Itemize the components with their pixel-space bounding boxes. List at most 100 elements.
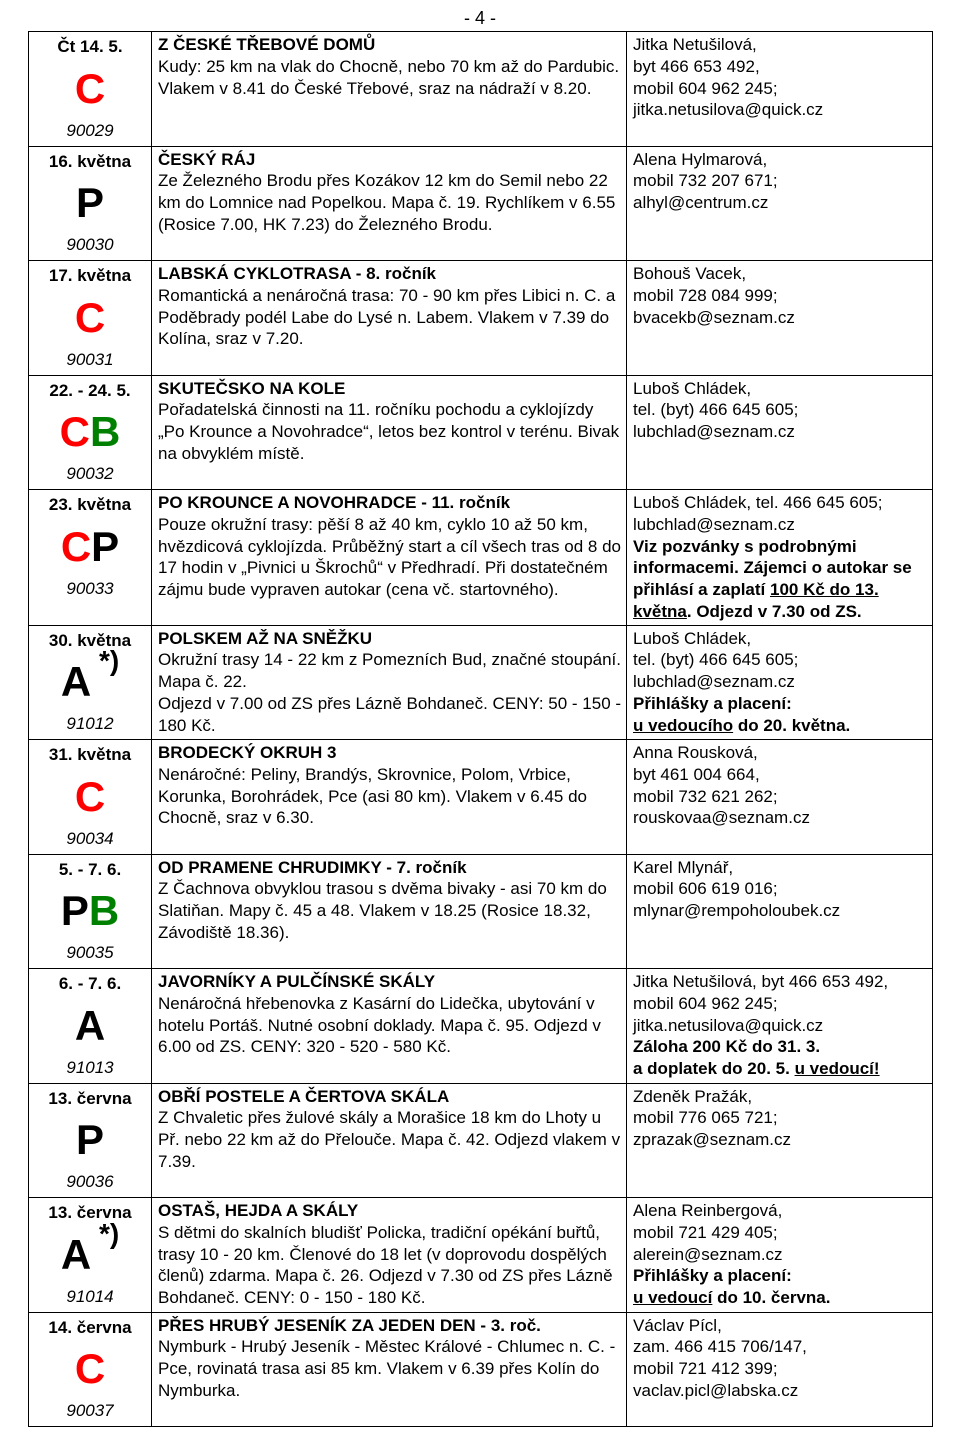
event-id: 90037 xyxy=(31,1400,149,1422)
code-letter: A xyxy=(75,1005,105,1047)
code-letter: B xyxy=(90,411,120,453)
event-title: Z ČESKÉ TŘEBOVÉ DOMŮ xyxy=(158,35,375,54)
code-letter: C xyxy=(60,411,90,453)
date-code-cell: 22. - 24. 5.C B90032 xyxy=(29,375,152,490)
event-title: OBŘÍ POSTELE A ČERTOVA SKÁLA xyxy=(158,1087,449,1106)
event-date: 5. - 7. 6. xyxy=(31,859,149,881)
contact-cell: Luboš Chládek, tel. 466 645 605;lubchlad… xyxy=(627,490,933,626)
code-letter: C xyxy=(75,68,105,110)
event-row: 6. - 7. 6.A91013JAVORNÍKY A PULČÍNSKÉ SK… xyxy=(29,969,933,1084)
event-title: JAVORNÍKY A PULČÍNSKÉ SKÁLY xyxy=(158,972,435,991)
code-line: C B xyxy=(31,411,149,453)
description-cell: BRODECKÝ OKRUH 3Nenáročné: Peliny, Brand… xyxy=(152,740,627,855)
event-date: 16. května xyxy=(31,151,149,173)
event-id: 90034 xyxy=(31,828,149,850)
contact-cell: Bohouš Vacek,mobil 728 084 999;bvacekb@s… xyxy=(627,261,933,376)
contact-info: Anna Rousková,byt 461 004 664,mobil 732 … xyxy=(633,743,810,827)
event-id: 90035 xyxy=(31,942,149,964)
description-cell: PO KROUNCE A NOVOHRADCE - 11. ročník Pouz… xyxy=(152,490,627,626)
event-date: 14. června xyxy=(31,1317,149,1339)
event-row: 13. června A *) 91014 OSTAŠ, HEJDA A SKÁLY S… xyxy=(29,1198,933,1313)
event-title: LABSKÁ CYKLOTRASA - 8. ročník xyxy=(158,264,436,283)
event-date: 23. května xyxy=(31,494,149,516)
contact-cell: Alena Hylmarová,mobil 732 207 671;alhyl@… xyxy=(627,146,933,261)
description-cell: SKUTEČSKO NA KOLEPořadatelská činnosti n… xyxy=(152,375,627,490)
contact-cell: Jitka Netušilová, byt 466 653 492, mobil… xyxy=(627,969,933,1084)
event-row: 16. května P 90030 ČESKÝ RÁJ Ze Železného Br… xyxy=(29,146,933,261)
event-description: Pořadatelská činnosti na 11. ročníku poc… xyxy=(158,400,619,463)
date-code-cell: 13. června A *) 91014 xyxy=(29,1198,152,1313)
code-line: C P xyxy=(31,526,149,568)
event-id: 91014 xyxy=(31,1286,149,1308)
date-code-cell: 6. - 7. 6.A91013 xyxy=(29,969,152,1084)
contact-info: Bohouš Vacek,mobil 728 084 999;bvacekb@s… xyxy=(633,264,795,327)
code-letter: C xyxy=(61,526,91,568)
description-cell: OBŘÍ POSTELE A ČERTOVA SKÁLAZ Chvaletic … xyxy=(152,1083,627,1198)
event-row: 23. květnaC P90033PO KROUNCE A NOVOHRADC… xyxy=(29,490,933,626)
code-line: C xyxy=(31,68,149,110)
code-letter: A xyxy=(61,1234,91,1276)
event-description: Nymburk - Hrubý Jeseník - Městec Králové… xyxy=(158,1337,615,1400)
date-code-cell: 13. červnaP90036 xyxy=(29,1083,152,1198)
date-code-cell: 31. května C 90034 xyxy=(29,740,152,855)
event-id: 90032 xyxy=(31,463,149,485)
code-letter: B xyxy=(89,890,119,932)
code-letter: C xyxy=(75,1348,105,1390)
description-cell: LABSKÁ CYKLOTRASA - 8. ročníkRomantická … xyxy=(152,261,627,376)
event-description: S dětmi do skalních bludišť Policka, tra… xyxy=(158,1223,613,1307)
event-row: 14. června C 90037 PŘES HRUBÝ JESENÍK ZA JE… xyxy=(29,1312,933,1427)
contact-cell: Jitka Netušilová,byt 466 653 492,mobil 6… xyxy=(627,32,933,147)
event-description: Kudy: 25 km na vlak do Chocně, nebo 70 k… xyxy=(158,57,619,98)
description-cell: ČESKÝ RÁJ Ze Železného Brodu přes Kozákov… xyxy=(152,146,627,261)
contact-info: Luboš Chládek, tel. 466 645 605;lubchlad… xyxy=(633,493,912,621)
event-title: ČESKÝ RÁJ xyxy=(158,150,255,169)
contact-info: Luboš Chládek,tel. (byt) 466 645 605;lub… xyxy=(633,379,798,442)
code-line: P xyxy=(31,182,149,224)
event-row: 5. - 7. 6.P B90035OD PRAMENE CHRUDIMKY -… xyxy=(29,854,933,969)
code-line: C xyxy=(31,776,149,818)
event-date: 30. května xyxy=(31,630,149,652)
event-id: 90031 xyxy=(31,349,149,371)
description-cell: PŘES HRUBÝ JESENÍK ZA JEDEN DEN - 3. roč… xyxy=(152,1312,627,1427)
contact-info: Václav Pícl,zam. 466 415 706/147,mobil 7… xyxy=(633,1316,807,1400)
event-date: 13. června xyxy=(31,1088,149,1110)
date-code-cell: 23. květnaC P90033 xyxy=(29,490,152,626)
event-description: Nenáročná hřebenovka z Kasární do Lidečk… xyxy=(158,994,601,1057)
event-title: OD PRAMENE CHRUDIMKY - 7. ročník xyxy=(158,858,467,877)
code-line: A *) xyxy=(31,661,149,703)
code-line: A xyxy=(31,1005,149,1047)
code-letter: A xyxy=(61,661,91,703)
event-id: 91012 xyxy=(31,713,149,735)
event-description: Pouze okružní trasy: pěší 8 až 40 km, cy… xyxy=(158,515,621,599)
event-row: Čt 14. 5.C90029Z ČESKÉ TŘEBOVÉ DOMŮKudy:… xyxy=(29,32,933,147)
contact-cell: Luboš Chládek,tel. (byt) 466 645 605;lub… xyxy=(627,375,933,490)
event-title: PO KROUNCE A NOVOHRADCE - 11. ročník xyxy=(158,493,510,512)
code-line: A *) xyxy=(31,1234,149,1276)
code-letter: P xyxy=(91,526,119,568)
description-cell: OD PRAMENE CHRUDIMKY - 7. ročník Z Čachno… xyxy=(152,854,627,969)
event-description: Z Čachnova obvyklou trasou s dvěma bivak… xyxy=(158,879,607,942)
description-cell: JAVORNÍKY A PULČÍNSKÉ SKÁLY Nenáročná hře… xyxy=(152,969,627,1084)
contact-info: Luboš Chládek,tel. (byt) 466 645 605;lub… xyxy=(633,629,850,735)
code-letter: C xyxy=(75,297,105,339)
event-title: OSTAŠ, HEJDA A SKÁLY xyxy=(158,1201,358,1220)
contact-info: Alena Hylmarová,mobil 732 207 671;alhyl@… xyxy=(633,150,778,213)
event-date: 31. května xyxy=(31,744,149,766)
event-id: 90029 xyxy=(31,120,149,142)
code-letter: P xyxy=(61,890,89,932)
events-table: Čt 14. 5.C90029Z ČESKÉ TŘEBOVÉ DOMŮKudy:… xyxy=(28,31,933,1427)
event-row: 17. květnaC90031LABSKÁ CYKLOTRASA - 8. r… xyxy=(29,261,933,376)
code-line: C xyxy=(31,297,149,339)
event-id: 91013 xyxy=(31,1057,149,1079)
event-title: PŘES HRUBÝ JESENÍK ZA JEDEN DEN - 3. roč… xyxy=(158,1316,541,1335)
code-line: P xyxy=(31,1119,149,1161)
date-code-cell: 17. květnaC90031 xyxy=(29,261,152,376)
event-description: Ze Železného Brodu přes Kozákov 12 km do… xyxy=(158,171,615,234)
date-code-cell: Čt 14. 5.C90029 xyxy=(29,32,152,147)
contact-info: Alena Reinbergová,mobil 721 429 405;aler… xyxy=(633,1201,830,1307)
event-date: 13. června xyxy=(31,1202,149,1224)
description-cell: POLSKEM AŽ NA SNĚŽKUOkružní trasy 14 - 2… xyxy=(152,625,627,740)
contact-cell: Luboš Chládek,tel. (byt) 466 645 605;lub… xyxy=(627,625,933,740)
event-row: 30. května A *) 91012POLSKEM AŽ NA SNĚŽKUO… xyxy=(29,625,933,740)
event-id: 90030 xyxy=(31,234,149,256)
